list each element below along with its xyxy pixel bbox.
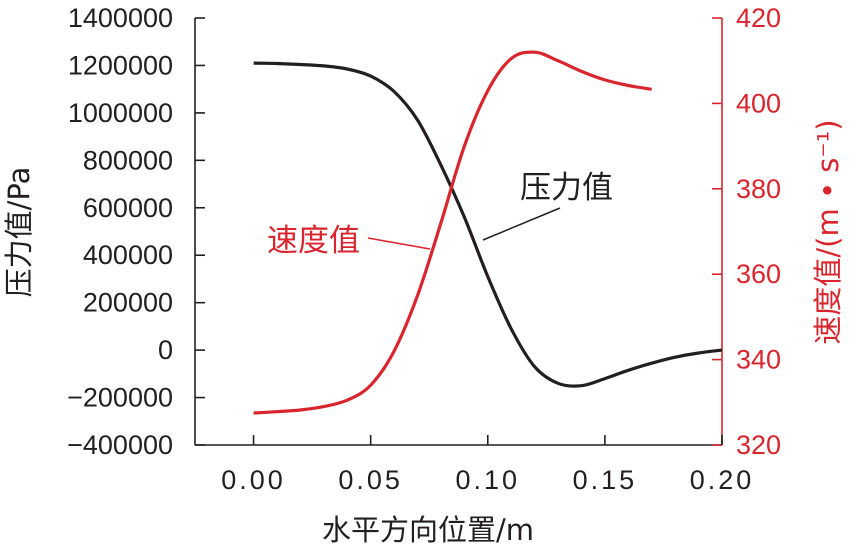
velocity-leader-line [367,237,431,250]
velocity-annotation-label: 速度值 [267,223,360,259]
right-y-tick-label: 380 [736,174,781,204]
left-y-tick-label: 1200000 [68,50,173,80]
x-axis-title: 水平方向位置/m [322,513,534,547]
velocity-series-line [253,50,652,415]
right-y-tick-label: 400 [736,88,781,118]
left-y-tick-label: 1400000 [68,3,173,33]
left-y-tick-label: 600000 [83,193,173,223]
pressure-series-line [253,61,723,388]
right-y-tick-label: 340 [736,345,781,375]
right-y-axis-title: 速度值/(m • s⁻¹) [811,119,845,344]
left-y-tick-label: 400000 [83,240,173,270]
left-y-tick-label: 800000 [83,145,173,175]
pressure-leader-line [482,207,561,241]
left-y-tick-label: −200000 [67,383,173,413]
x-tick-label: 0.15 [573,465,638,495]
x-tick-label: 0.10 [455,465,520,495]
left-y-tick-label: −400000 [67,430,173,460]
right-y-tick-label: 420 [736,3,781,33]
right-y-tick-label: 320 [736,430,781,460]
x-tick-label: 0.20 [690,465,755,495]
left-y-tick-label: 0 [158,335,173,365]
x-tick-label: 0.00 [221,465,286,495]
left-y-tick-label: 200000 [83,288,173,318]
pressure-annotation-label: 压力值 [520,170,613,206]
left-y-tick-label: 1000000 [68,98,173,128]
x-tick-label: 0.05 [338,465,403,495]
right-y-tick-label: 360 [736,259,781,289]
left-y-axis-title: 压力值/Pa [2,167,36,298]
